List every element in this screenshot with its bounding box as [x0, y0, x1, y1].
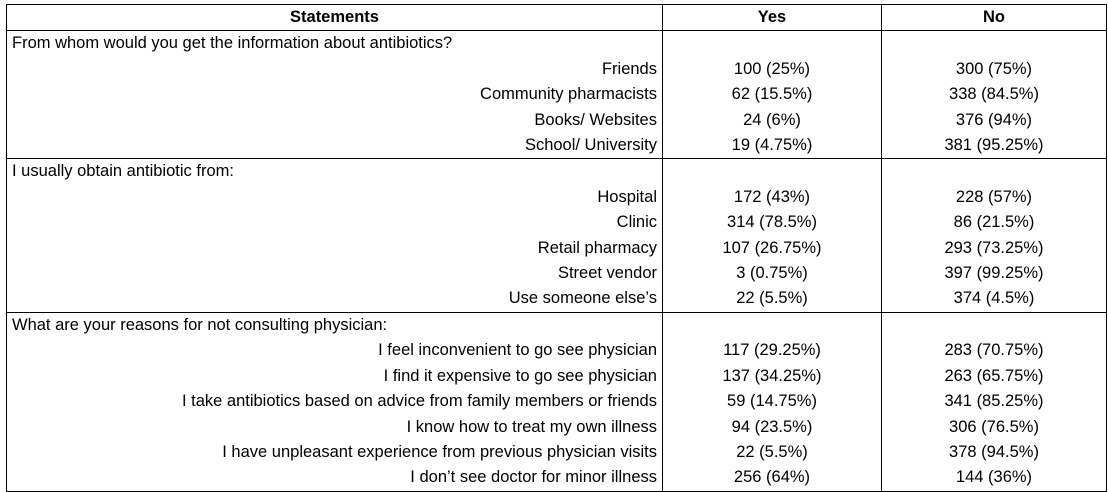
row-label: Books/ Websites	[6, 107, 663, 134]
table-row: I have unpleasant experience from previo…	[6, 439, 1107, 466]
row-no: 293 (73.25%)	[881, 235, 1107, 262]
antibiotics-survey-table: Statements Yes No From whom would you ge…	[6, 3, 1107, 492]
row-label: Clinic	[6, 210, 663, 236]
row-yes: 100 (25%)	[662, 56, 882, 83]
row-yes: 117 (29.25%)	[662, 338, 882, 364]
row-yes: 137 (34.25%)	[662, 363, 882, 390]
row-label: I don’t see doctor for minor illness	[6, 465, 663, 492]
row-yes: 172 (43%)	[662, 184, 882, 211]
table-row: Community pharmacists 62 (15.5%) 338 (84…	[6, 82, 1107, 108]
section-title: I usually obtain antibiotic from:	[6, 158, 663, 185]
row-yes: 24 (6%)	[662, 107, 882, 134]
row-label: Hospital	[6, 184, 663, 211]
row-no: 306 (76.5%)	[881, 414, 1107, 440]
row-label: I take antibiotics based on advice from …	[6, 389, 663, 415]
row-no: 381 (95.25%)	[881, 133, 1107, 159]
row-label: I have unpleasant experience from previo…	[6, 439, 663, 466]
row-no: 374 (4.5%)	[881, 286, 1107, 313]
section-yes-empty	[662, 30, 882, 57]
row-yes: 22 (5.5%)	[662, 286, 882, 313]
section-row: What are your reasons for not consulting…	[6, 311, 1107, 339]
row-label: Use someone else’s	[6, 286, 663, 313]
row-no: 86 (21.5%)	[881, 210, 1107, 236]
row-no: 144 (36%)	[881, 465, 1107, 492]
table-row: School/ University 19 (4.75%) 381 (95.25…	[6, 133, 1107, 159]
row-yes: 22 (5.5%)	[662, 439, 882, 466]
table-row: Clinic 314 (78.5%) 86 (21.5%)	[6, 210, 1107, 236]
row-no: 283 (70.75%)	[881, 338, 1107, 364]
row-label: School/ University	[6, 133, 663, 159]
section-title: From whom would you get the information …	[6, 30, 663, 57]
section-no-empty	[881, 311, 1107, 339]
section-no-empty	[881, 158, 1107, 185]
row-no: 338 (84.5%)	[881, 82, 1107, 108]
table-row: I know how to treat my own illness 94 (2…	[6, 414, 1107, 440]
row-no: 228 (57%)	[881, 184, 1107, 211]
table-row: I find it expensive to go see physician …	[6, 363, 1107, 390]
row-no: 300 (75%)	[881, 56, 1107, 83]
row-label: Street vendor	[6, 261, 663, 287]
table-row: I don’t see doctor for minor illness 256…	[6, 465, 1107, 492]
section-title: What are your reasons for not consulting…	[6, 311, 663, 339]
row-no: 397 (99.25%)	[881, 261, 1107, 287]
table-row: I feel inconvenient to go see physician …	[6, 338, 1107, 364]
row-no: 263 (65.75%)	[881, 363, 1107, 390]
section-no-empty	[881, 30, 1107, 57]
row-yes: 256 (64%)	[662, 465, 882, 492]
row-label: I know how to treat my own illness	[6, 414, 663, 440]
row-no: 378 (94.5%)	[881, 439, 1107, 466]
header-row: Statements Yes No	[6, 3, 1107, 32]
table-container: Statements Yes No From whom would you ge…	[6, 3, 1107, 492]
section-yes-empty	[662, 311, 882, 339]
row-yes: 59 (14.75%)	[662, 389, 882, 415]
table-row: Books/ Websites 24 (6%) 376 (94%)	[6, 107, 1107, 134]
table-row: Hospital 172 (43%) 228 (57%)	[6, 184, 1107, 211]
header-yes: Yes	[662, 3, 882, 32]
row-label: Community pharmacists	[6, 82, 663, 108]
section-row: From whom would you get the information …	[6, 30, 1107, 57]
section-yes-empty	[662, 158, 882, 185]
section-row: I usually obtain antibiotic from:	[6, 158, 1107, 185]
row-yes: 19 (4.75%)	[662, 133, 882, 159]
header-no: No	[881, 3, 1107, 32]
row-label: Friends	[6, 56, 663, 83]
table-row: Use someone else’s 22 (5.5%) 374 (4.5%)	[6, 286, 1107, 313]
row-yes: 94 (23.5%)	[662, 414, 882, 440]
table-row: Friends 100 (25%) 300 (75%)	[6, 56, 1107, 83]
row-label: I feel inconvenient to go see physician	[6, 338, 663, 364]
row-yes: 107 (26.75%)	[662, 235, 882, 262]
table-row: Retail pharmacy 107 (26.75%) 293 (73.25%…	[6, 235, 1107, 262]
row-yes: 314 (78.5%)	[662, 210, 882, 236]
row-label: Retail pharmacy	[6, 235, 663, 262]
row-no: 376 (94%)	[881, 107, 1107, 134]
row-label: I find it expensive to go see physician	[6, 363, 663, 390]
table-row: Street vendor 3 (0.75%) 397 (99.25%)	[6, 261, 1107, 287]
row-yes: 62 (15.5%)	[662, 82, 882, 108]
row-no: 341 (85.25%)	[881, 389, 1107, 415]
row-yes: 3 (0.75%)	[662, 261, 882, 287]
header-statements: Statements	[6, 3, 663, 32]
table-row: I take antibiotics based on advice from …	[6, 389, 1107, 415]
